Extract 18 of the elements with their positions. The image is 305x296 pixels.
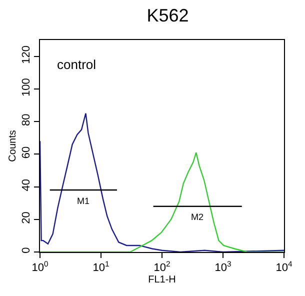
annotation: M1 — [77, 196, 90, 206]
y-tick-label: 100 — [20, 78, 33, 96]
x-axis-title: FL1-H — [148, 274, 176, 286]
y-tick-label: 80 — [20, 114, 33, 126]
y-axis-title: Counts — [8, 130, 19, 162]
x-tick-label: 10$^{2}$ — [154, 260, 170, 274]
x-tick-label: 10$^{3}$ — [214, 260, 232, 274]
annotation: control — [57, 57, 96, 72]
y-tick-label: 20 — [20, 212, 33, 224]
annotation: M2 — [191, 212, 204, 222]
y-tick-label: 60 — [20, 146, 33, 159]
y-tick-label: 0 — [20, 247, 33, 254]
chart-title: K562 — [146, 5, 189, 26]
x-tick-label: 10$^{0}$ — [32, 260, 48, 274]
y-tick-label: 40 — [20, 178, 33, 192]
x-tick-label: 10$^{4}$ — [276, 260, 293, 274]
y-tick-label: 120 — [20, 45, 33, 64]
x-tick-label: 10$^{1}$ — [92, 260, 110, 274]
